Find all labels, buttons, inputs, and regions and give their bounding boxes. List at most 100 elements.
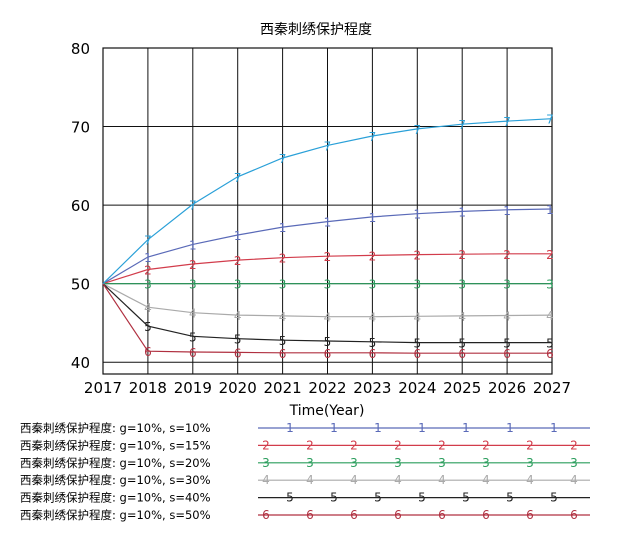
legend-marker: 5 bbox=[506, 491, 514, 505]
series-marker-3: 3 bbox=[458, 278, 466, 292]
legend-marker: 1 bbox=[550, 421, 558, 435]
series-marker-2: 2 bbox=[413, 249, 421, 263]
series-marker-3: 3 bbox=[503, 278, 511, 292]
legend-marker: 5 bbox=[330, 491, 338, 505]
legend-marker: 5 bbox=[550, 491, 558, 505]
series-marker-6: 6 bbox=[546, 347, 554, 361]
legend-marker: 1 bbox=[286, 421, 294, 435]
series-marker-7: 7 bbox=[144, 234, 152, 248]
series-line-7 bbox=[102, 118, 553, 285]
series-line-2 bbox=[102, 253, 552, 285]
series-marker-3: 3 bbox=[144, 278, 152, 292]
series-marker-1: 1 bbox=[234, 229, 242, 243]
legend-marker: 1 bbox=[506, 421, 514, 435]
series-marker-4: 4 bbox=[144, 301, 152, 315]
legend-marker: 4 bbox=[350, 473, 358, 487]
legend-marker: 1 bbox=[418, 421, 426, 435]
series-marker-2: 2 bbox=[503, 248, 511, 262]
series-marker-2: 2 bbox=[369, 249, 377, 263]
series-marker-4: 4 bbox=[369, 311, 377, 325]
series-marker-2: 2 bbox=[189, 258, 197, 272]
series-marker-4: 4 bbox=[503, 309, 511, 323]
y-axis-ticks: 40 50 60 70 80 bbox=[71, 40, 90, 372]
legend-marker: 4 bbox=[262, 473, 270, 487]
series-marker-7: 7 bbox=[189, 198, 197, 212]
legend-marker: 3 bbox=[482, 456, 490, 470]
legend-label: 西秦刺绣保护程度: g=10%, s=10% bbox=[20, 421, 211, 435]
legend-marker: 3 bbox=[262, 456, 270, 470]
series-marker-7: 7 bbox=[546, 113, 554, 127]
series-marker-6: 6 bbox=[279, 347, 287, 361]
legend-marker: 1 bbox=[374, 421, 382, 435]
series-marker-2: 2 bbox=[234, 254, 242, 268]
x-tick-label: 2025 bbox=[443, 379, 481, 397]
legend-marker: 2 bbox=[570, 438, 578, 452]
series-marker-1: 1 bbox=[324, 216, 332, 230]
y-tick-label: 80 bbox=[71, 40, 90, 58]
series-marker-4: 4 bbox=[546, 309, 554, 323]
series-marker-1: 1 bbox=[144, 251, 152, 265]
series-marker-4: 4 bbox=[234, 309, 242, 323]
x-tick-label: 2019 bbox=[174, 379, 212, 397]
legend-label: 西秦刺绣保护程度: g=10%, s=30% bbox=[20, 473, 211, 487]
legend-label: 西秦刺绣保护程度: g=10%, s=50% bbox=[20, 508, 211, 522]
legend-marker: 6 bbox=[438, 508, 446, 522]
x-tick-label: 2017 bbox=[84, 379, 122, 397]
series-line-4 bbox=[102, 283, 553, 318]
series-marker-6: 6 bbox=[458, 347, 466, 361]
series-marker-2: 2 bbox=[458, 248, 466, 262]
series-marker-5: 5 bbox=[413, 337, 421, 351]
legend-marker: 3 bbox=[350, 456, 358, 470]
legend-marker: 6 bbox=[394, 508, 402, 522]
series-line-5 bbox=[102, 283, 552, 344]
legend-marker: 6 bbox=[350, 508, 358, 522]
legend-marker: 6 bbox=[482, 508, 490, 522]
legend-marker: 4 bbox=[394, 473, 402, 487]
series-marker-1: 1 bbox=[189, 238, 197, 252]
series-marker-2: 2 bbox=[144, 264, 152, 278]
legend-marker: 3 bbox=[438, 456, 446, 470]
x-tick-label: 2018 bbox=[129, 379, 167, 397]
x-tick-label: 2023 bbox=[353, 379, 391, 397]
series-marker-1: 1 bbox=[458, 205, 466, 219]
y-tick-label: 60 bbox=[71, 197, 90, 215]
series-marker-5: 5 bbox=[234, 333, 242, 347]
series-marker-3: 3 bbox=[369, 278, 377, 292]
x-axis-ticks: 2017 2018 2019 2020 2021 2022 2023 2024 2025 2026… bbox=[84, 379, 571, 397]
series-marker-1: 1 bbox=[546, 203, 554, 217]
series-lines bbox=[102, 118, 553, 354]
series-marker-5: 5 bbox=[279, 334, 287, 348]
legend-marker: 3 bbox=[306, 456, 314, 470]
series-marker-1: 1 bbox=[369, 211, 377, 225]
legend-marker: 2 bbox=[438, 438, 446, 452]
legend-marker: 6 bbox=[570, 508, 578, 522]
series-marker-5: 5 bbox=[324, 335, 332, 349]
series-marker-4: 4 bbox=[458, 310, 466, 324]
y-tick-label: 50 bbox=[71, 276, 90, 294]
series-marker-6: 6 bbox=[144, 345, 152, 359]
y-tick-label: 40 bbox=[71, 354, 90, 372]
series-marker-3: 3 bbox=[234, 278, 242, 292]
series-marker-7: 7 bbox=[413, 123, 421, 137]
series-marker-7: 7 bbox=[503, 115, 511, 129]
legend-marker: 1 bbox=[462, 421, 470, 435]
legend-marker: 2 bbox=[306, 438, 314, 452]
legend-label: 西秦刺绣保护程度: g=10%, s=40% bbox=[20, 491, 211, 505]
legend-marker: 6 bbox=[306, 508, 314, 522]
x-tick-label: 2027 bbox=[533, 379, 571, 397]
series-marker-4: 4 bbox=[189, 307, 197, 321]
legend-marker: 5 bbox=[418, 491, 426, 505]
legend-marker: 3 bbox=[570, 456, 578, 470]
series-marker-4: 4 bbox=[413, 310, 421, 324]
series-marker-5: 5 bbox=[503, 337, 511, 351]
legend-marker: 6 bbox=[526, 508, 534, 522]
series-marker-5: 5 bbox=[369, 336, 377, 350]
series-marker-3: 3 bbox=[546, 278, 554, 292]
legend-marker: 4 bbox=[526, 473, 534, 487]
series-marker-2: 2 bbox=[279, 252, 287, 266]
x-tick-label: 2022 bbox=[308, 379, 346, 397]
series-marker-1: 1 bbox=[503, 204, 511, 218]
legend-marker: 2 bbox=[350, 438, 358, 452]
